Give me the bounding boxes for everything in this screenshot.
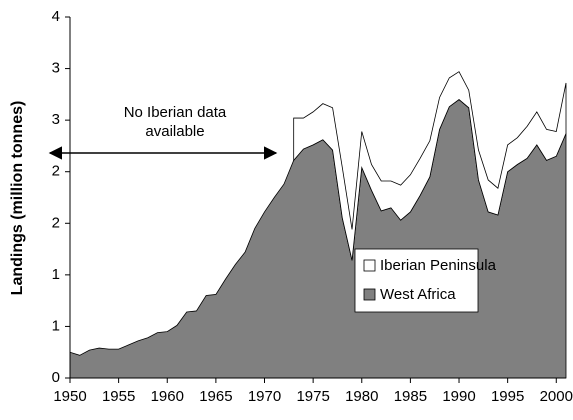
y-tick-label: 2 (52, 163, 60, 180)
x-tick-label: 1975 (296, 388, 329, 405)
legend-swatch (363, 288, 376, 301)
y-tick-label: 4 (52, 8, 60, 25)
y-tick-label: 2 (52, 214, 60, 231)
x-tick-label: 2000 (540, 388, 573, 405)
y-tick-label: 3 (52, 60, 60, 77)
legend-label: West Africa (380, 286, 456, 303)
x-tick-label: 1990 (442, 388, 475, 405)
y-axis-label: Landings (million tonnes) (9, 101, 26, 296)
x-tick-label: 1960 (151, 388, 184, 405)
x-tick-label: 1955 (102, 388, 135, 405)
legend-box (354, 248, 479, 313)
annotation: available (145, 123, 204, 140)
area (293, 71, 567, 261)
y-tick-label: 1 (52, 266, 60, 283)
y-tick-label: 0 (52, 369, 60, 386)
y-tick-label: 1 (52, 317, 60, 334)
legend-label: Iberian Peninsula (380, 257, 497, 274)
x-tick-label: 1965 (199, 388, 232, 405)
x-tick-label: 1980 (345, 388, 378, 405)
y-tick-label: 3 (52, 111, 60, 128)
x-tick-label: 1995 (491, 388, 524, 405)
annotation: No Iberian data (124, 104, 227, 121)
x-tick-label: 1985 (394, 388, 427, 405)
x-tick-label: 1950 (53, 388, 86, 405)
legend-swatch (363, 259, 376, 272)
x-tick-label: 1970 (248, 388, 281, 405)
